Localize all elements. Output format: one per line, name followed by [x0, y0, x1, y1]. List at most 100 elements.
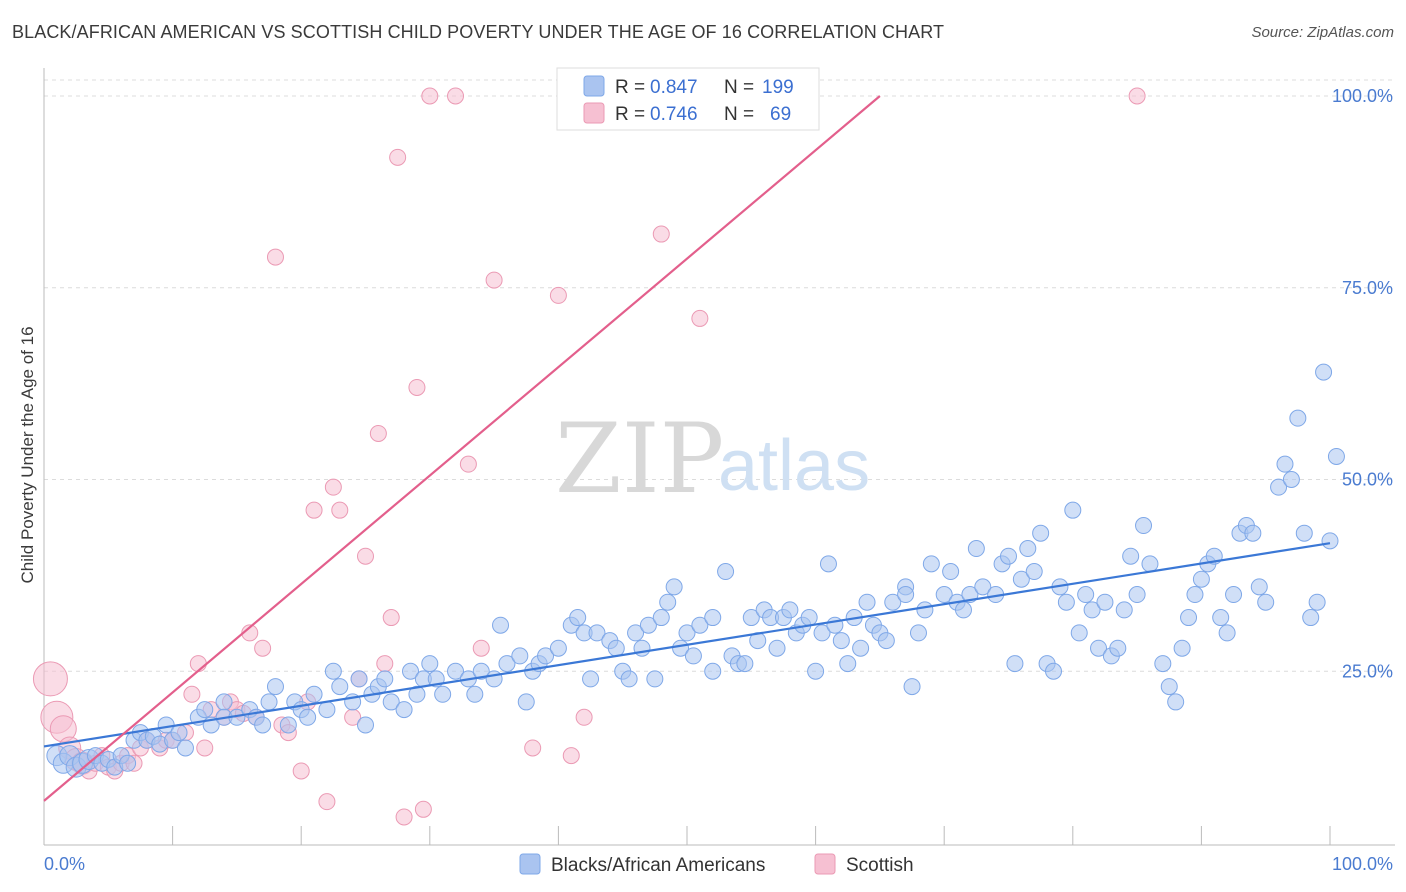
- black-point: [498, 655, 516, 673]
- black-point: [736, 655, 754, 673]
- scottish-point: [189, 655, 207, 673]
- black-point: [884, 593, 902, 611]
- scottish-point: [485, 271, 503, 289]
- black-point: [582, 670, 600, 688]
- scottish-point: [318, 793, 336, 811]
- black-point: [196, 701, 214, 719]
- black-point: [1270, 478, 1288, 496]
- legend-n-scottish: 69: [770, 104, 791, 125]
- scottish-point: [292, 762, 310, 780]
- black-point: [1012, 570, 1030, 588]
- black-point: [781, 601, 799, 619]
- black-point: [1019, 540, 1037, 558]
- black-point: [607, 639, 625, 657]
- scottish-point: [32, 661, 68, 697]
- black-point: [691, 616, 709, 634]
- black-point: [1070, 624, 1088, 642]
- black-point: [1173, 639, 1191, 657]
- source-note: Source: ZipAtlas.com: [1251, 24, 1394, 41]
- black-point: [704, 662, 722, 680]
- black-point: [1057, 593, 1075, 611]
- scottish-point: [395, 808, 413, 826]
- black-point: [357, 716, 374, 734]
- black-point: [215, 693, 233, 711]
- black-point: [1302, 609, 1320, 627]
- black-point: [1090, 639, 1108, 657]
- black-point: [254, 716, 272, 734]
- scottish-point: [369, 424, 387, 442]
- black-point: [350, 670, 368, 688]
- scottish-point: [447, 87, 465, 105]
- bottom-legend-black: Blacks/African Americans: [551, 855, 765, 876]
- black-point: [492, 616, 510, 634]
- legend-r-scottish: 0.746: [650, 104, 698, 125]
- legend-n-label-scottish: N =: [724, 104, 754, 125]
- black-point: [1192, 570, 1210, 588]
- trend-lines: [43, 95, 1331, 802]
- black-point: [279, 716, 297, 734]
- black-point: [1045, 662, 1063, 680]
- y-axis-label: Child Poverty Under the Age of 16: [18, 326, 37, 583]
- black-point: [1141, 555, 1159, 573]
- legend-r-black: 0.847: [650, 77, 698, 98]
- scottish-point: [524, 739, 542, 757]
- black-point: [639, 616, 657, 634]
- black-point: [800, 609, 818, 627]
- bottom-legend: Blacks/African Americans Scottish: [519, 853, 914, 876]
- chart-title: BLACK/AFRICAN AMERICAN VS SCOTTISH CHILD…: [12, 22, 945, 42]
- black-point: [839, 655, 857, 673]
- black-point: [1180, 609, 1198, 627]
- black-point: [1257, 593, 1275, 611]
- black-point: [1186, 586, 1204, 604]
- black-point: [324, 662, 342, 680]
- scottish-point: [183, 685, 201, 703]
- black-point: [1212, 609, 1230, 627]
- y-tick-labels: 25.0% 50.0% 75.0% 100.0%: [1332, 86, 1393, 681]
- legend-swatch-black: [583, 75, 605, 97]
- black-point: [1289, 409, 1307, 427]
- black-point: [807, 662, 825, 680]
- black-point: [1122, 547, 1140, 565]
- black-point: [376, 670, 394, 688]
- black-point: [119, 754, 137, 772]
- black-point: [1327, 447, 1345, 465]
- axes: [43, 68, 1395, 846]
- scottish-point: [266, 248, 284, 266]
- black-point: [967, 540, 985, 558]
- black-point: [659, 593, 677, 611]
- black-point: [1006, 655, 1024, 673]
- black-point: [858, 593, 876, 611]
- black-point: [1077, 586, 1095, 604]
- scottish-point: [357, 547, 374, 565]
- y-tick-label: 100.0%: [1332, 86, 1393, 106]
- black-point: [832, 632, 850, 650]
- black-point: [1135, 517, 1153, 535]
- scottish-point: [376, 655, 394, 673]
- scottish-point: [549, 286, 567, 304]
- black-point: [1160, 678, 1178, 696]
- black-point: [742, 609, 760, 627]
- black-point: [684, 647, 702, 665]
- black-point: [678, 624, 696, 642]
- black-point: [1250, 578, 1268, 596]
- black-point: [1025, 563, 1043, 581]
- black-point: [768, 639, 786, 657]
- black-point: [1064, 501, 1082, 519]
- black-point: [813, 624, 831, 642]
- black-point: [434, 685, 452, 703]
- black-point: [1315, 363, 1333, 381]
- black-point: [588, 624, 606, 642]
- black-point: [897, 586, 915, 604]
- black-point: [819, 555, 837, 573]
- x-tick-label: 100.0%: [1332, 854, 1393, 874]
- black-point: [909, 624, 927, 642]
- black-point: [176, 739, 194, 757]
- watermark: ZIP atlas: [555, 403, 870, 515]
- scottish-point: [414, 800, 432, 818]
- scottish-point: [408, 378, 426, 396]
- black-point: [260, 693, 278, 711]
- legend-n-label-black: N =: [724, 77, 754, 98]
- legend-n-black: 199: [762, 77, 794, 98]
- scottish-point: [459, 455, 477, 473]
